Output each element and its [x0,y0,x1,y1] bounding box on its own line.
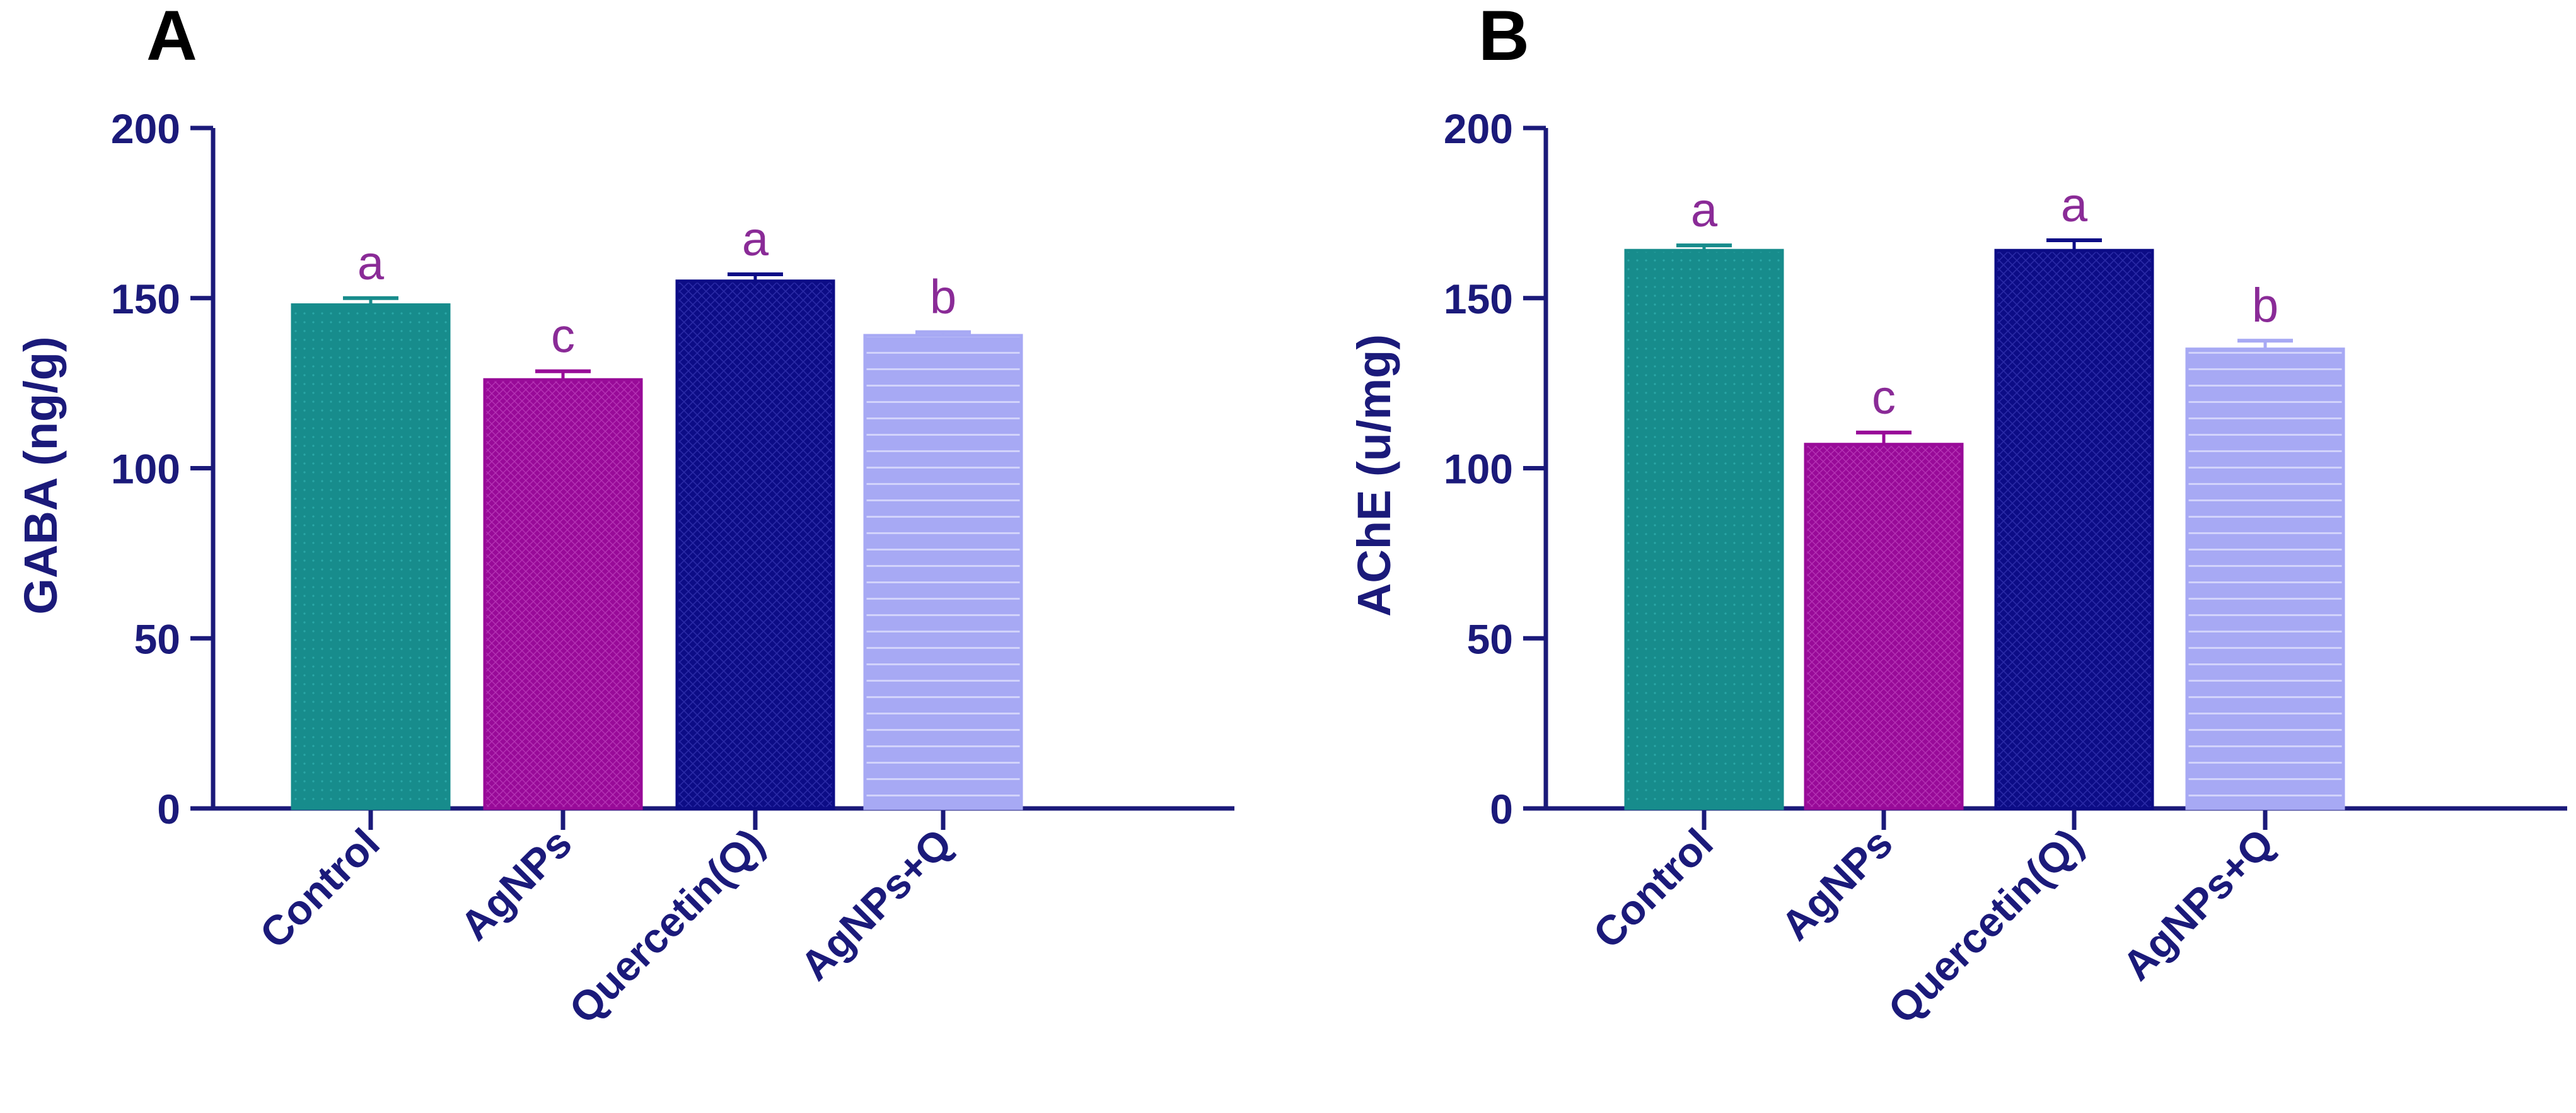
y-tick-label: 100 [1444,446,1513,492]
panel-b-bars [1624,238,2345,810]
panel-label: B [1478,0,1529,75]
y-tick-label: 150 [111,276,180,322]
significance-letter: b [2252,279,2278,332]
bar [1804,443,1964,810]
x-tick-label: Control [251,820,388,957]
y-tick-label: 0 [157,786,180,832]
panel-b: B 0 50 100 150 200 a Control c AgNPs a Quercetin(… [1348,0,2567,1032]
y-tick-label: 50 [134,615,180,662]
y-tick-label: 0 [1490,786,1513,832]
panel-label: A [146,0,197,75]
bar [1994,248,2154,810]
significance-letter: a [357,236,385,290]
y-tick-label: 200 [1444,105,1513,152]
bar [483,378,643,810]
x-tick-label: Quercetin(Q) [1879,820,2092,1033]
bar [1624,248,1784,810]
y-tick-label: 50 [1467,615,1513,662]
y-tick-label: 100 [111,446,180,492]
significance-letter: a [2061,178,2088,232]
x-tick-label: Control [1584,820,1722,957]
panel-a: A 0 50 100 150 200 a Control c AgNPs a Quercetin(… [15,0,1234,1032]
bar [291,303,451,810]
bar [863,334,1023,810]
significance-letter: c [1872,371,1896,424]
y-axis-label: GABA (ng/g) [15,336,67,614]
x-tick-label: AgNPs [451,820,581,949]
significance-letter: b [930,271,956,324]
x-tick-label: AgNPs+Q [791,820,961,989]
y-tick-label: 150 [1444,276,1513,322]
significance-letter: c [551,310,575,363]
x-tick-label: AgNPs [1772,820,1901,949]
x-tick-label: AgNPs+Q [2113,820,2283,989]
y-tick-label: 200 [111,105,180,152]
y-axis-label: AChE (u/mg) [1348,334,1400,617]
panel-a-bars [291,272,1023,810]
x-tick-label: Quercetin(Q) [560,820,773,1033]
bar [675,279,835,810]
significance-letter: a [742,213,769,266]
significance-letter: a [1691,184,1718,237]
panel-a-axes: 0 50 100 150 200 [111,105,1234,832]
bar [2185,347,2345,810]
